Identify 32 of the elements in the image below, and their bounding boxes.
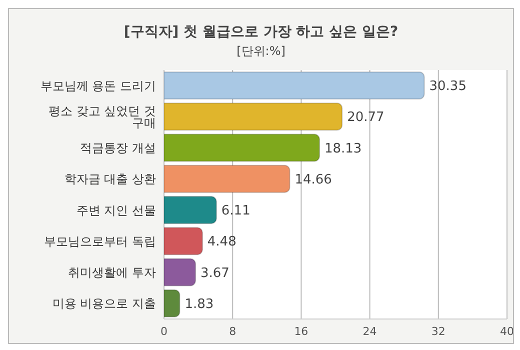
data-label: 18.13	[324, 141, 362, 156]
bar	[164, 102, 343, 131]
bar	[164, 164, 290, 193]
data-label: 6.11	[221, 204, 250, 219]
y-tick-label: 적금통장 개설	[80, 141, 156, 156]
data-label: 20.77	[347, 110, 384, 126]
y-tick-label: 취미생활에 투자	[68, 266, 156, 280]
bar	[164, 289, 180, 318]
x-tick-label: 24	[362, 324, 377, 338]
bar	[164, 72, 425, 100]
y-tick-label: 주변 지인 선물	[76, 203, 156, 218]
y-tick-label: 평소 갖고 싶었던 것 구매	[48, 104, 156, 130]
x-tick-label: 16	[294, 324, 308, 338]
data-label: 4.48	[207, 234, 236, 250]
y-tick-label: 학자금 대출 상환	[64, 172, 156, 186]
chart-subtitle: [단위:%]	[236, 43, 286, 60]
y-tick-label: 부모님께 용돈 드리기	[40, 78, 156, 93]
bar	[164, 227, 203, 256]
data-label: 14.66	[294, 172, 332, 188]
data-label: 30.35	[429, 79, 466, 94]
y-tick-label: 부모님으로부터 독립	[44, 234, 156, 248]
data-label: 1.83	[184, 296, 214, 312]
bar	[164, 134, 320, 162]
x-tick-label: 32	[431, 324, 446, 338]
chart-title: [구직자] 첫 월급으로 가장 하고 싶은 일은?	[122, 23, 400, 41]
x-tick-label: 40	[500, 324, 514, 338]
bar	[164, 258, 196, 286]
bar	[164, 196, 217, 224]
x-tick-label: 8	[229, 324, 236, 338]
x-tick-label: 0	[160, 324, 168, 338]
y-tick-label: 미용 비용으로 지출	[52, 296, 156, 311]
data-label: 3.67	[200, 266, 230, 281]
